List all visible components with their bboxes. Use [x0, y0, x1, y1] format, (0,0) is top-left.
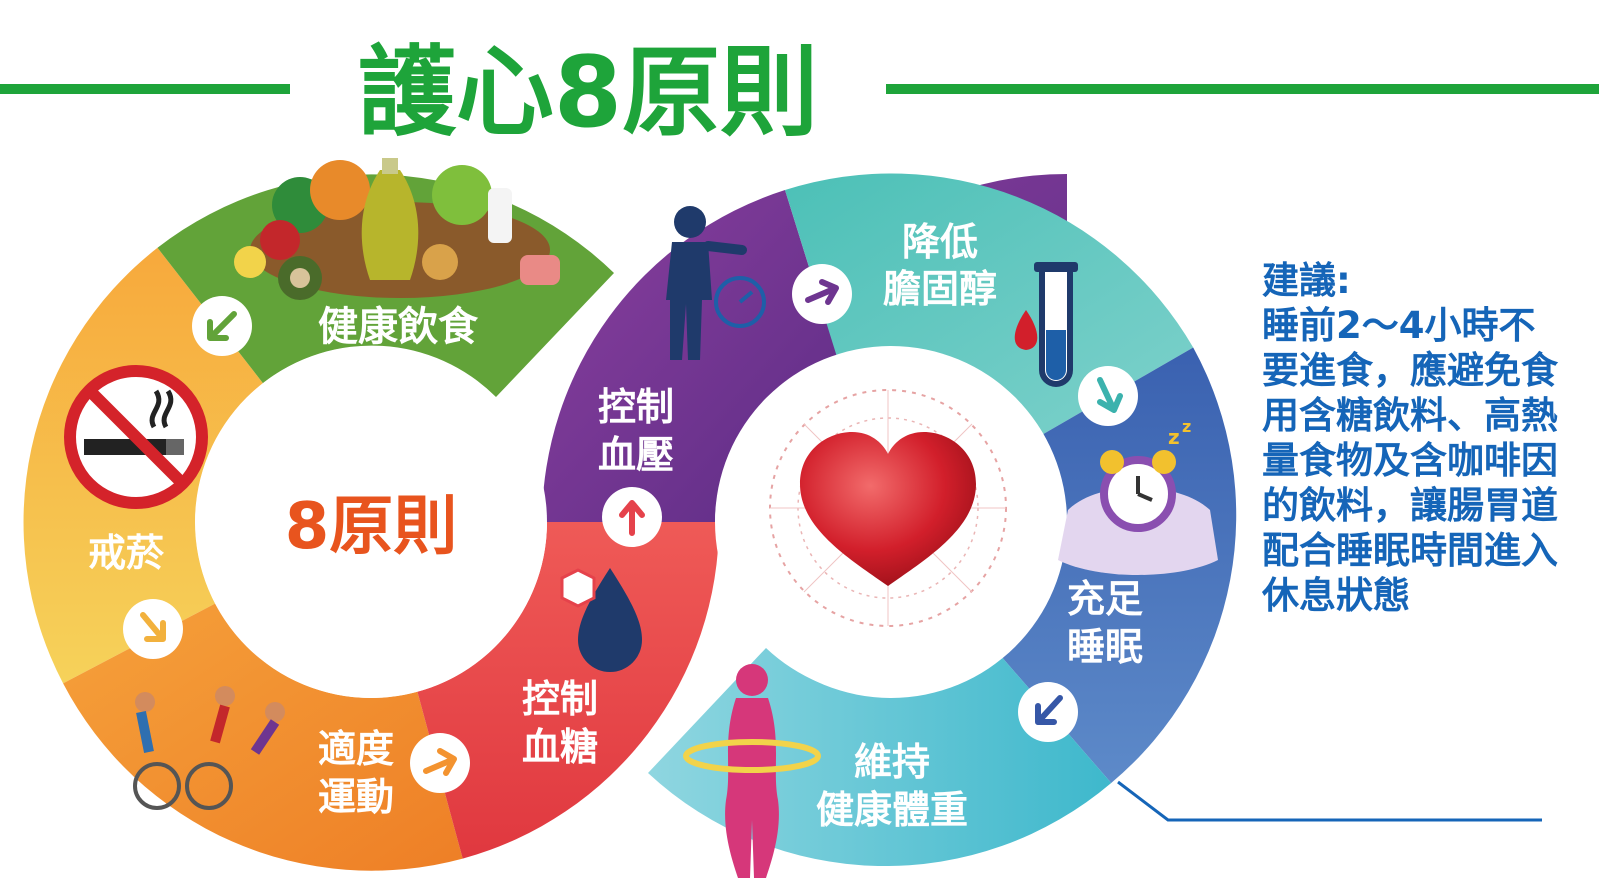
runner-blood-pressure-icon [666, 206, 766, 360]
arrow-icon [410, 733, 470, 793]
segment-cholesterol [785, 173, 1194, 434]
sports-people-icon [133, 686, 285, 810]
left-inner-disc [195, 346, 547, 698]
advice-body: 睡前2～4小時不要進食，應避免食用含糖飲料、高熱量食物及含咖啡因的飲料，讓腸胃道… [1262, 304, 1558, 617]
svg-text:z: z [1182, 417, 1191, 436]
label-weight-2: 健康體重 [816, 788, 968, 832]
label-cholesterol-2: 膽固醇 [883, 267, 997, 311]
alarm-clock-pillow-icon: z z [1058, 417, 1218, 575]
arrow-icon [1078, 366, 1138, 426]
label-bp-2: 血壓 [598, 433, 674, 477]
label-sleep-2: 睡眠 [1067, 625, 1143, 669]
heart-network-icon [769, 389, 1007, 627]
label-sleep-1: 充足 [1067, 577, 1143, 621]
label-weight-1: 維持 [854, 740, 930, 784]
title-rule-left [0, 84, 290, 94]
food-icon [234, 158, 560, 300]
advice-connector [1117, 780, 1542, 822]
label-sugar-1: 控制 [522, 677, 598, 721]
label-no-smoking: 戒菸 [88, 531, 165, 575]
label-exercise-1: 適度 [318, 727, 394, 771]
label-bp-1: 控制 [598, 385, 674, 429]
page-title: 護心8原則 [358, 36, 818, 150]
label-cholesterol-1: 降低 [902, 220, 978, 264]
title-rule-right [886, 84, 1599, 94]
arrow-icon [123, 599, 183, 659]
advice-panel: 建議: 睡前2～4小時不要進食，應避免食用含糖飲料、高熱量食物及含咖啡因的飲料，… [1262, 258, 1592, 618]
test-tube-icon [1014, 262, 1078, 387]
arrow-icon [792, 264, 852, 324]
arrow-icon [602, 487, 662, 547]
body-waist-icon [683, 664, 821, 878]
center-label: 8原則 [285, 490, 458, 564]
arrow-icon [1018, 682, 1078, 742]
advice-heading: 建議: [1262, 259, 1351, 302]
label-sugar-2: 血糖 [522, 725, 598, 769]
no-smoking-icon [64, 365, 208, 509]
segment-blood-sugar [417, 522, 720, 859]
label-healthy-diet: 健康飲食 [318, 304, 479, 350]
svg-text:z: z [1168, 425, 1180, 449]
sugar-drop-icon [560, 568, 642, 672]
arrow-icon [192, 296, 252, 356]
label-exercise-2: 運動 [318, 775, 394, 819]
